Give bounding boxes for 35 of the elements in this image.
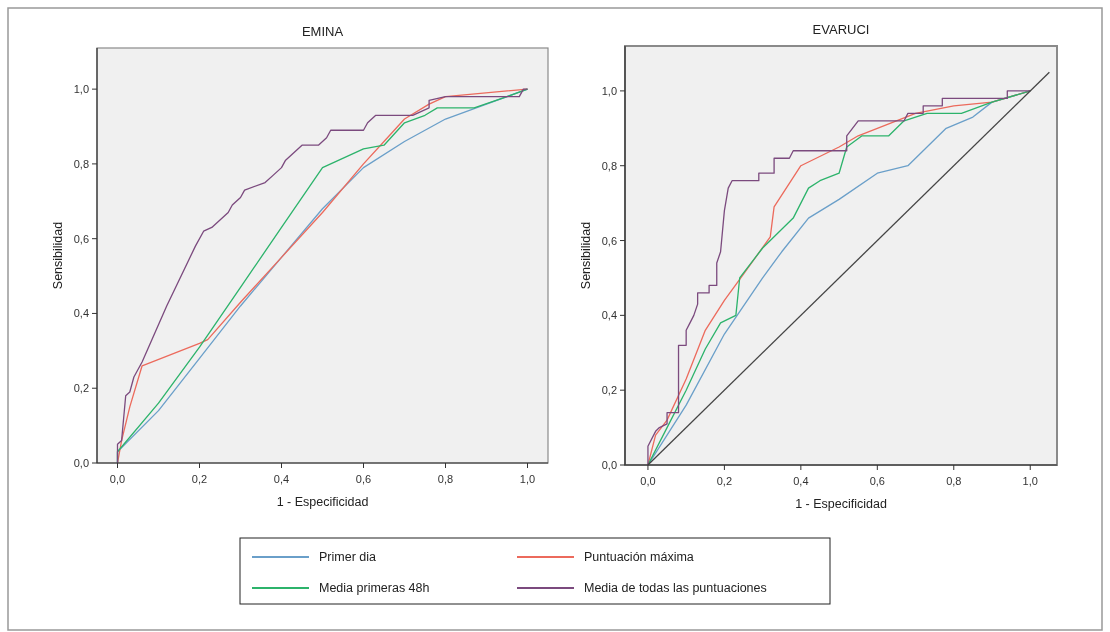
line-series bbox=[116, 88, 529, 463]
x-tick-label: 0,8 bbox=[946, 475, 962, 487]
y-tick-label: 0,6 bbox=[601, 234, 617, 247]
legend-label: Media primeras 48h bbox=[319, 581, 430, 595]
y-tick-label: 0,4 bbox=[601, 309, 617, 322]
x-tick-label: 1,0 bbox=[1022, 475, 1038, 487]
y-axis-title: Sensibilidad bbox=[51, 221, 65, 290]
x-tick-label: 0,2 bbox=[716, 475, 733, 487]
x-axis-title: 1 - Especificidad bbox=[795, 497, 887, 511]
y-tick-label: 0,0 bbox=[73, 457, 89, 469]
y-tick-label: 0,2 bbox=[601, 384, 617, 397]
x-tick-label: 0,0 bbox=[640, 475, 656, 487]
legend-label: Media de todas las puntuaciones bbox=[584, 581, 767, 595]
y-tick-label: 0,0 bbox=[601, 459, 617, 471]
x-tick-label: 0,4 bbox=[793, 475, 809, 487]
y-tick-label: 0,8 bbox=[601, 159, 617, 172]
x-tick-label: 0,2 bbox=[191, 473, 208, 485]
y-tick-label: 1,0 bbox=[601, 84, 617, 97]
chart-title: EVARUCI bbox=[812, 22, 870, 37]
x-axis-title: 1 - Especificidad bbox=[276, 495, 369, 509]
y-axis-title: Sensibilidad bbox=[579, 221, 593, 290]
x-tick-label: 0,6 bbox=[355, 473, 372, 485]
y-tick-label: 0,8 bbox=[73, 157, 89, 170]
legend-label: Primer dia bbox=[319, 550, 377, 564]
x-tick-label: 0,4 bbox=[273, 473, 290, 485]
legend-label: Puntuación máxima bbox=[584, 550, 694, 564]
x-tick-label: 0,8 bbox=[437, 473, 454, 485]
y-tick-label: 0,4 bbox=[73, 307, 89, 320]
x-tick-label: 0,0 bbox=[109, 473, 126, 485]
y-tick-label: 1,0 bbox=[73, 83, 89, 96]
y-tick-label: 0,2 bbox=[73, 382, 89, 395]
chart-title: EMINA bbox=[301, 24, 344, 39]
x-tick-label: 1,0 bbox=[519, 473, 536, 485]
y-tick-label: 0,6 bbox=[73, 232, 89, 245]
x-tick-label: 0,6 bbox=[869, 475, 885, 487]
